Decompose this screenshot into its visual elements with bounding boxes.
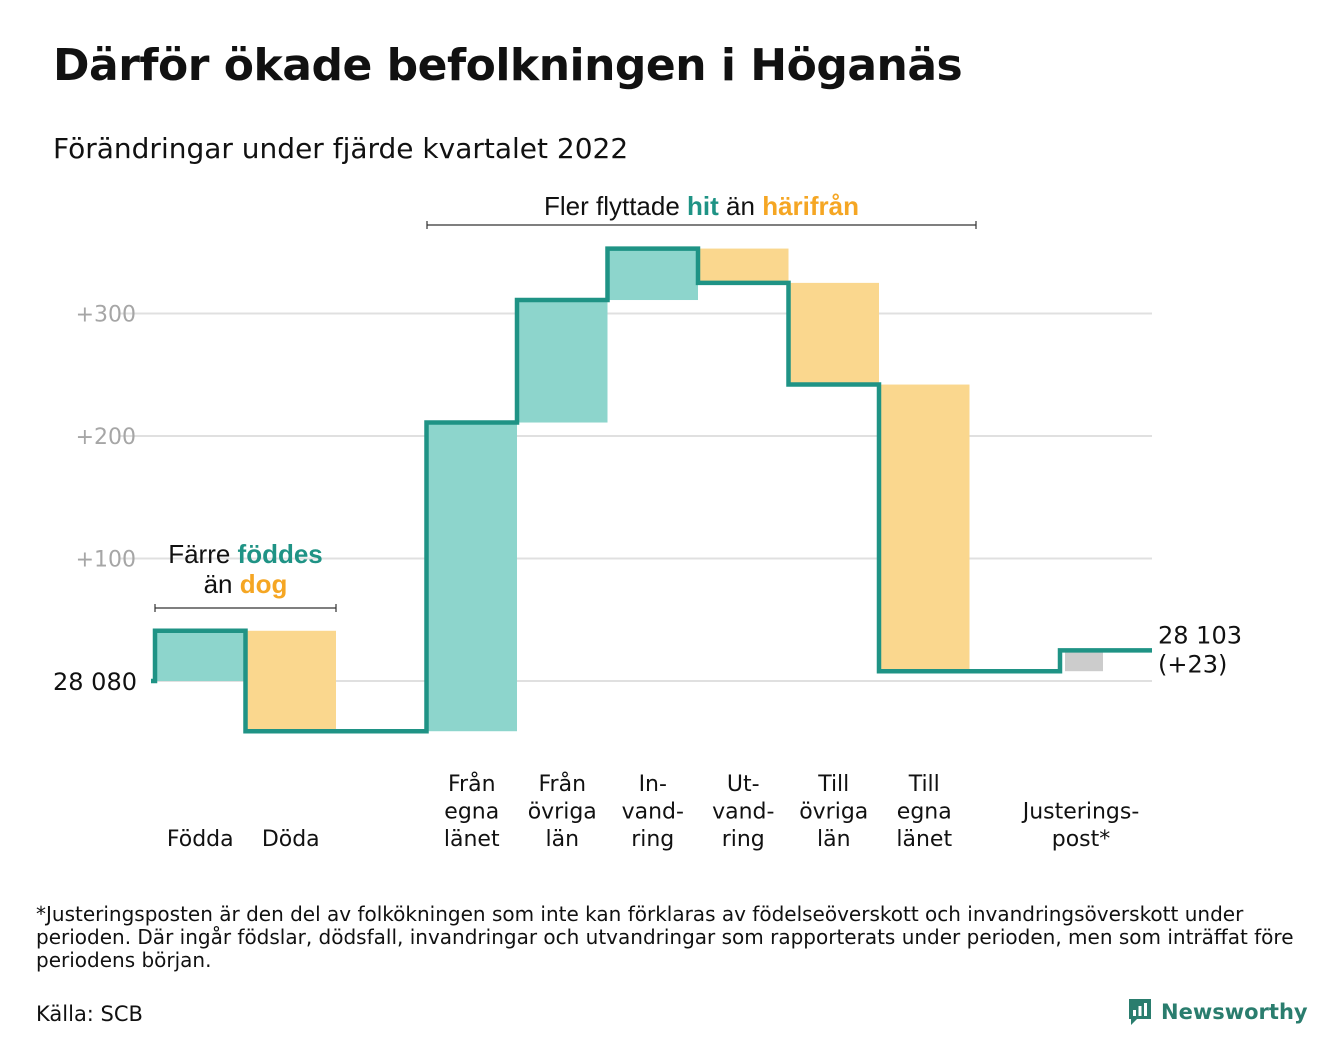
- x-category-label: ring: [631, 827, 674, 852]
- newsworthy-logo-icon: [1129, 999, 1151, 1025]
- x-category-label: vand-: [712, 800, 774, 825]
- x-category-label: Till: [908, 772, 940, 797]
- x-category-label: län: [545, 827, 579, 852]
- x-category-label: Födda: [167, 827, 234, 852]
- bar-out: [788, 282, 879, 385]
- bar-out: [245, 630, 336, 732]
- x-category-label: ring: [722, 827, 765, 852]
- x-category-label: egna: [444, 800, 499, 825]
- bar-in: [426, 422, 517, 732]
- annotation-part-plain: än: [204, 569, 240, 599]
- x-category-label: vand-: [622, 800, 684, 825]
- x-category-label: Döda: [262, 827, 320, 852]
- source-label: Källa: SCB: [36, 1002, 143, 1026]
- chart-title: Därför ökade befolkningen i Höganäs: [53, 40, 963, 91]
- annotation-part-plain: Färre: [168, 539, 237, 569]
- bar-out: [879, 384, 970, 672]
- bar-in: [155, 630, 246, 681]
- y-tick-label: +100: [76, 548, 136, 573]
- annotation-part-hit: föddes: [238, 539, 323, 569]
- bar-in: [607, 248, 698, 301]
- x-category-label: Till: [817, 772, 849, 797]
- annotation-part-plain: Fler flyttade: [544, 191, 687, 221]
- x-category-label: länet: [444, 827, 500, 852]
- bar-in: [517, 300, 608, 423]
- bar-adjust: [1065, 650, 1103, 672]
- x-category-label: Från: [538, 771, 586, 797]
- annotation-part-harifran: dog: [240, 569, 288, 599]
- annotation-migration: Fler flyttade hit än härifrån: [544, 191, 859, 221]
- x-category-label: Ut-: [727, 772, 760, 797]
- x-category-label: In-: [639, 772, 667, 797]
- annotation-births-line-1: Färre föddes: [168, 539, 323, 569]
- start-value-label: 28 080: [53, 668, 137, 696]
- x-category-label: övriga: [799, 800, 868, 825]
- chart-subtitle: Förändringar under fjärde kvartalet 2022: [53, 132, 629, 165]
- x-category-label: post*: [1052, 827, 1111, 852]
- footnote: *Justeringsposten är den del av folkökni…: [36, 902, 1294, 972]
- annotation-part-plain: än: [719, 191, 762, 221]
- x-category-label: Från: [448, 771, 496, 797]
- x-category-label: Justerings-: [1021, 800, 1140, 825]
- y-tick-label: +200: [76, 425, 136, 450]
- brand: Newsworthy: [1127, 997, 1308, 1027]
- x-category-label: län: [817, 827, 851, 852]
- bar-out: [698, 248, 789, 283]
- brand-name: Newsworthy: [1161, 1000, 1308, 1024]
- end-value-label: 28 103: [1158, 621, 1242, 649]
- x-category-label: övriga: [528, 800, 597, 825]
- y-tick-label: +300: [76, 303, 136, 328]
- annotation-part-hit: hit: [687, 191, 719, 221]
- end-change-label: (+23): [1158, 650, 1227, 678]
- annotation-births-line-2: än dog: [204, 569, 288, 599]
- x-category-label: egna: [897, 800, 952, 825]
- cumulative-step-line: [151, 246, 1152, 734]
- x-category-label: länet: [896, 827, 952, 852]
- annotation-part-harifran: härifrån: [762, 191, 859, 221]
